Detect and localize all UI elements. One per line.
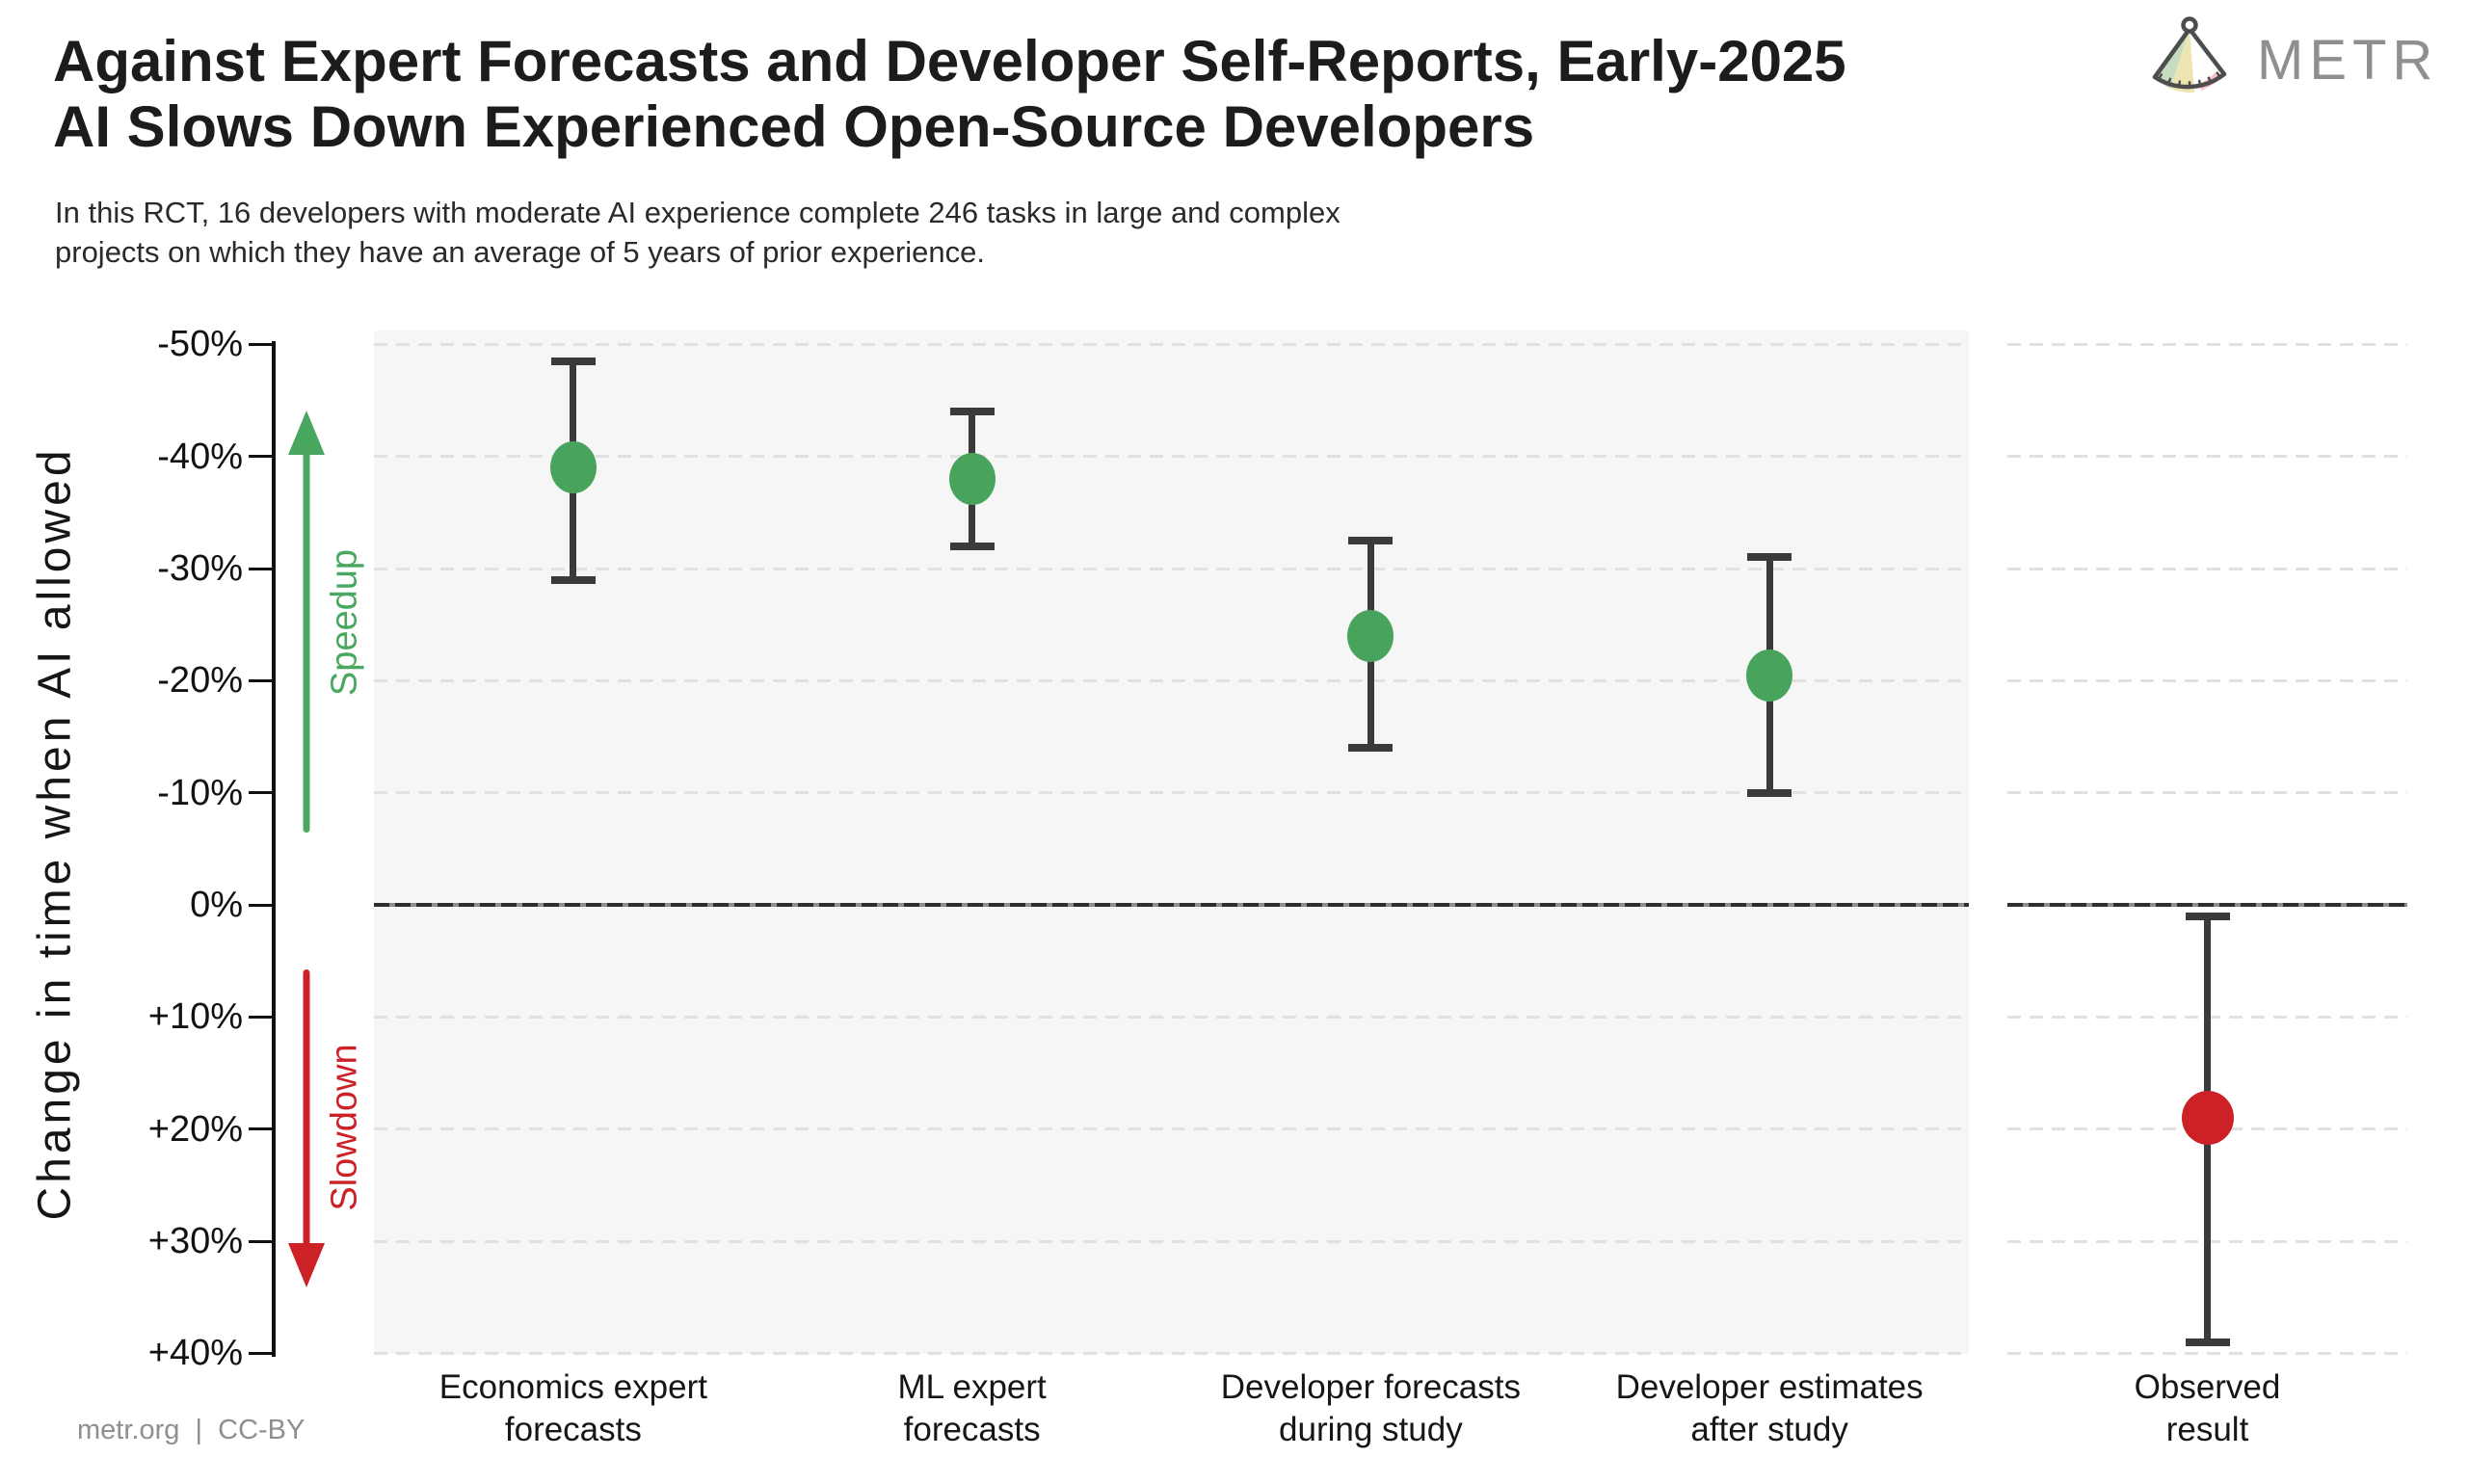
gridline — [2007, 678, 2407, 682]
y-tick-label: 0% — [190, 885, 243, 926]
observed-panel — [2007, 331, 2407, 1355]
gridline — [374, 455, 1969, 459]
error-bar-cap-top — [949, 408, 995, 416]
gridline — [374, 1239, 1969, 1243]
metr-brand: METR — [2141, 15, 2438, 104]
y-tick-label: -30% — [157, 548, 243, 590]
error-bar-cap-top — [550, 357, 596, 365]
y-tick-mark — [249, 342, 273, 346]
gridline — [374, 791, 1969, 795]
zero-line — [374, 903, 1969, 908]
y-tick-label: -50% — [157, 324, 243, 365]
slowdown-label: Slowdown — [324, 1044, 365, 1211]
y-tick-mark — [249, 1127, 273, 1131]
error-bar-cap-top — [2185, 912, 2230, 920]
error-bar-cap-top — [1348, 537, 1394, 545]
y-tick-mark — [249, 1015, 273, 1019]
y-tick-mark — [249, 1239, 273, 1243]
y-tick-mark — [249, 903, 273, 907]
data-point — [549, 441, 597, 494]
gridline — [2007, 567, 2407, 570]
data-point — [948, 453, 996, 506]
error-bar-cap-bottom — [2185, 1338, 2230, 1346]
y-tick-label: -40% — [157, 436, 243, 477]
speedup-arrow-icon — [288, 411, 325, 833]
y-tick-label: -10% — [157, 772, 243, 813]
gridline — [374, 567, 1969, 570]
y-tick-mark — [249, 791, 273, 795]
y-tick-label: -20% — [157, 660, 243, 702]
page-title-line1: Against Expert Forecasts and Developer S… — [53, 29, 1846, 93]
y-tick-label: +30% — [147, 1221, 243, 1262]
gridline — [2007, 455, 2407, 459]
page-title: Against Expert Forecasts and Developer S… — [53, 29, 2125, 160]
zero-line — [2007, 903, 2407, 908]
category-label-line1: Developer estimates — [1615, 1368, 1924, 1406]
category-label: Observed result — [1986, 1366, 2429, 1451]
data-point — [2181, 1091, 2234, 1146]
category-label-line2: forecasts — [504, 1411, 642, 1448]
category-label: Developer forecasts during study — [1149, 1366, 1592, 1451]
category-label: ML expert forecasts — [751, 1366, 1194, 1451]
gridline — [374, 1127, 1969, 1131]
error-bar-cap-bottom — [949, 542, 995, 550]
category-label: Economics expert forecasts — [352, 1366, 795, 1451]
y-tick-mark — [249, 678, 273, 682]
credit-line: metr.org | CC-BY — [77, 1415, 305, 1445]
y-tick-label: +10% — [147, 996, 243, 1038]
speedup-label: Speedup — [324, 548, 365, 697]
error-bar-cap-bottom — [1348, 744, 1394, 753]
y-tick-mark — [249, 455, 273, 459]
forecast-panel — [374, 331, 1969, 1355]
gridline — [2007, 791, 2407, 795]
gridline — [2007, 1351, 2407, 1355]
metr-brand-text: METR — [2257, 28, 2439, 92]
slowdown-arrow-icon — [288, 969, 325, 1287]
page-title-line2: AI Slows Down Experienced Open-Source De… — [53, 94, 1535, 159]
gridline — [374, 1351, 1969, 1355]
y-tick-label: +20% — [147, 1108, 243, 1150]
category-label-line2: forecasts — [903, 1411, 1041, 1448]
data-point — [1347, 609, 1394, 662]
y-tick-mark — [249, 567, 273, 570]
category-label-line1: Economics expert — [438, 1368, 707, 1406]
error-bar-cap-top — [1747, 553, 1792, 562]
page-subtitle-line1: In this RCT, 16 developers with moderate… — [55, 196, 1341, 229]
category-label-line1: Developer forecasts — [1220, 1368, 1521, 1406]
category-label-line1: ML expert — [897, 1368, 1047, 1406]
category-label-line1: Observed — [2134, 1368, 2281, 1406]
gridline — [374, 678, 1969, 682]
category-label-line2: during study — [1279, 1411, 1463, 1448]
page-subtitle: In this RCT, 16 developers with moderate… — [55, 193, 1500, 272]
category-label: Developer estimates after study — [1548, 1366, 1991, 1451]
gridline — [374, 342, 1969, 346]
y-tick-mark — [249, 1351, 273, 1355]
gridline — [2007, 342, 2407, 346]
error-bar-cap-bottom — [550, 575, 596, 584]
category-label-line2: result — [2165, 1411, 2249, 1448]
y-axis-spine — [272, 341, 276, 1357]
gridline — [374, 1015, 1969, 1019]
data-point — [1746, 649, 1793, 702]
category-label-line2: after study — [1690, 1411, 1848, 1448]
y-tick-label: +40% — [147, 1333, 243, 1374]
page-subtitle-line2: projects on which they have an average o… — [55, 235, 985, 269]
metr-pendulum-logo-icon — [2152, 16, 2227, 93]
error-bar-cap-bottom — [1747, 788, 1792, 797]
